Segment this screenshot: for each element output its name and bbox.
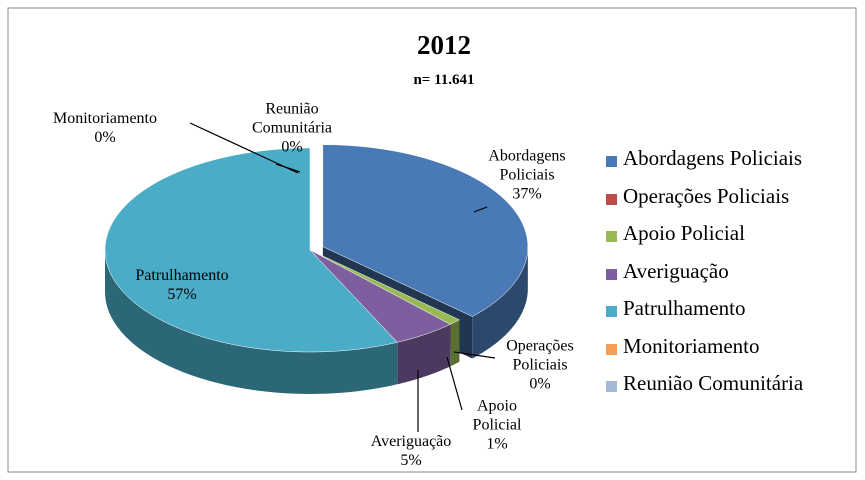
data-label-value: 1% bbox=[486, 435, 508, 453]
legend-label: Apoio Policial bbox=[623, 221, 745, 245]
data-label-name: Reunião Comunitária bbox=[252, 100, 332, 137]
slice-wall bbox=[105, 250, 398, 394]
legend-swatch bbox=[606, 193, 617, 205]
slice-wall bbox=[450, 319, 460, 367]
legend-label: Abordagens Policiais bbox=[623, 146, 803, 170]
data-label-value: 57% bbox=[167, 286, 197, 303]
data-label: Abordagens Policiais 37% bbox=[477, 147, 577, 204]
legend-swatch bbox=[606, 343, 617, 355]
slice-wall bbox=[397, 324, 451, 385]
legend-label: Reunião Comunitária bbox=[623, 371, 804, 395]
leader-line bbox=[473, 206, 488, 213]
data-label: Operações Policiais 0% bbox=[485, 337, 595, 394]
data-label-name: Apoio Policial bbox=[472, 397, 522, 434]
pie-slice bbox=[322, 144, 529, 317]
data-label: Monitoriamento 0% bbox=[30, 109, 180, 147]
legend-swatch bbox=[606, 231, 617, 242]
data-label-name: Abordagens Policiais bbox=[488, 147, 566, 184]
data-label: Reunião Comunitária 0% bbox=[237, 100, 347, 157]
leader-line bbox=[189, 122, 299, 174]
legend-label: Monitoriamento bbox=[623, 333, 760, 358]
data-label-name: Monitoriamento bbox=[53, 110, 157, 127]
data-label-name: Patrulhamento bbox=[135, 267, 229, 284]
data-label: Averiguação 5% bbox=[356, 432, 466, 470]
data-label-value: 0% bbox=[529, 375, 551, 393]
pie-slice bbox=[104, 147, 398, 353]
chart-title: 2012 bbox=[417, 30, 471, 60]
legend-swatch bbox=[606, 306, 617, 317]
data-label-name: Averiguação bbox=[370, 433, 452, 450]
legend-swatch bbox=[606, 268, 617, 280]
slice-wall bbox=[472, 246, 528, 359]
leader-line bbox=[453, 351, 496, 359]
legend-label: Operações Policiais bbox=[623, 183, 790, 208]
data-label-value: 37% bbox=[512, 185, 542, 203]
pie-tops bbox=[104, 144, 529, 353]
data-label: Apoio Policial 1% bbox=[457, 397, 537, 454]
data-label-value: 5% bbox=[400, 452, 422, 469]
data-label-value: 0% bbox=[94, 129, 116, 146]
leader-line bbox=[446, 356, 463, 411]
legend-swatch bbox=[606, 381, 617, 392]
chart-subtitle: n= 11.641 bbox=[413, 72, 474, 88]
pie-slice bbox=[309, 249, 451, 343]
legend-swatch bbox=[606, 156, 617, 167]
leader-line bbox=[275, 163, 301, 173]
legend-label: Averiguação bbox=[623, 258, 729, 283]
data-label-name: Operações Policiais bbox=[506, 337, 574, 374]
data-label-value: 0% bbox=[281, 138, 303, 156]
legend-label: Patrulhamento bbox=[623, 296, 746, 320]
data-label: Patrulhamento 57% bbox=[117, 266, 247, 304]
